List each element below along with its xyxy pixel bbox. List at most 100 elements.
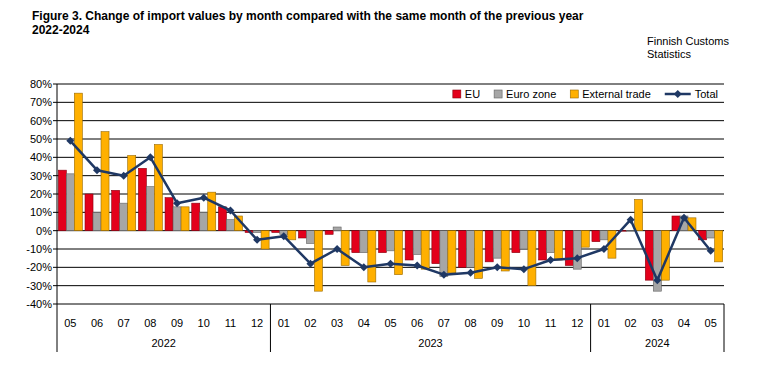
- y-tick: [53, 175, 57, 176]
- bar: [58, 170, 66, 231]
- group-separator: [270, 304, 271, 352]
- marker: [93, 166, 101, 174]
- x-tick-label: 08: [144, 317, 156, 329]
- bar: [85, 194, 93, 231]
- legend: EU Euro zone External trade Total: [453, 88, 718, 100]
- x-tick-label: 10: [518, 317, 530, 329]
- bar: [573, 231, 581, 270]
- bar: [448, 231, 456, 273]
- bar: [120, 203, 128, 231]
- bar: [306, 231, 314, 244]
- bar: [539, 231, 547, 260]
- x-tick-label: 06: [91, 317, 103, 329]
- x-group-label: 2023: [418, 337, 442, 349]
- marker: [440, 271, 448, 279]
- bar: [341, 231, 349, 266]
- legend-label: External trade: [582, 88, 650, 100]
- x-tick-label: 05: [64, 317, 76, 329]
- marker: [493, 263, 501, 271]
- bar: [112, 190, 120, 230]
- x-tick-label: 04: [358, 317, 370, 329]
- bar: [493, 231, 501, 259]
- marker: [547, 256, 555, 264]
- x-tick-label: 12: [251, 317, 263, 329]
- bar: [707, 231, 715, 238]
- bar: [405, 231, 413, 260]
- y-tick: [53, 84, 57, 85]
- bar: [360, 231, 368, 253]
- bar: [528, 231, 536, 286]
- bar: [512, 231, 520, 253]
- y-tick-label: -10%: [26, 243, 52, 255]
- y-tick: [53, 212, 57, 213]
- y-tick: [53, 194, 57, 195]
- marks: [58, 93, 722, 291]
- x-tick-label: 07: [118, 317, 130, 329]
- legend-item: EU: [453, 88, 480, 100]
- y-tick-label: 30%: [30, 170, 52, 182]
- bar: [154, 145, 162, 231]
- bar: [440, 231, 448, 277]
- marker: [707, 247, 715, 255]
- grid: -40%-30%-20%-10%0%10%20%30%40%50%60%70%8…: [26, 78, 724, 310]
- bar: [413, 231, 421, 255]
- y-axis: [57, 84, 58, 304]
- marker: [226, 207, 234, 215]
- bar: [253, 231, 261, 233]
- marker: [387, 260, 395, 268]
- legend-label: Total: [695, 88, 718, 100]
- bar: [138, 168, 146, 230]
- bar: [432, 231, 440, 264]
- legend-item: Total: [665, 88, 718, 100]
- bar: [101, 132, 109, 231]
- grid-line: [57, 102, 724, 103]
- y-tick: [53, 285, 57, 286]
- bar: [218, 207, 226, 231]
- bar: [547, 231, 555, 253]
- y-tick-label: 60%: [30, 115, 52, 127]
- bar: [421, 231, 429, 270]
- marker: [653, 276, 661, 284]
- y-tick-label: -40%: [26, 298, 52, 310]
- bar: [333, 227, 341, 231]
- bar: [200, 212, 208, 230]
- y-tick-label: 50%: [30, 133, 52, 145]
- x-tick-label: 12: [571, 317, 583, 329]
- bar: [93, 212, 101, 230]
- bar: [467, 231, 475, 268]
- x-tick-label: 09: [491, 317, 503, 329]
- source-note: Finnish Customs Statistics: [647, 35, 742, 61]
- bar: [635, 200, 643, 231]
- x-tick-label: 10: [198, 317, 210, 329]
- legend-item: Euro zone: [494, 88, 556, 100]
- x-tick-label: 05: [705, 317, 717, 329]
- grid-line: [57, 304, 724, 305]
- x-tick-label: 03: [331, 317, 343, 329]
- x-tick-label: 05: [384, 317, 396, 329]
- y-tick: [53, 139, 57, 140]
- bar: [520, 231, 528, 249]
- chart-title: Figure 3. Change of import values by mon…: [32, 9, 617, 37]
- x-tick-label: 06: [411, 317, 423, 329]
- bar: [386, 231, 394, 251]
- bar: [627, 230, 635, 232]
- bar: [74, 93, 82, 231]
- marker: [520, 265, 528, 273]
- bar: [592, 231, 600, 242]
- marker: [333, 245, 341, 253]
- y-tick: [53, 267, 57, 268]
- bar: [352, 231, 360, 253]
- bar: [581, 231, 589, 248]
- grid-line: [57, 120, 724, 121]
- marker: [253, 236, 261, 244]
- bar: [165, 198, 173, 231]
- marker: [360, 263, 368, 271]
- bar: [288, 231, 296, 240]
- x-tick-label: 11: [225, 317, 236, 329]
- grid-line: [57, 285, 724, 286]
- bar: [66, 174, 74, 231]
- marker: [280, 232, 288, 240]
- marker: [680, 214, 688, 222]
- group-separator: [724, 304, 725, 352]
- chart: -40%-30%-20%-10%0%10%20%30%40%50%60%70%8…: [0, 0, 759, 379]
